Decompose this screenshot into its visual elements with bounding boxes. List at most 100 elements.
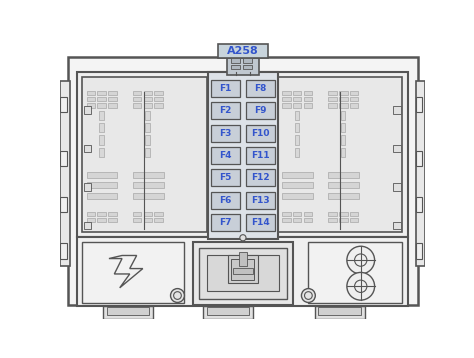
Bar	[133, 212, 141, 216]
Bar	[207, 307, 249, 315]
Bar	[328, 218, 337, 222]
Bar	[339, 212, 347, 216]
Bar	[97, 97, 106, 101]
Bar	[210, 192, 240, 208]
Bar	[87, 103, 95, 108]
Bar	[416, 197, 422, 212]
Circle shape	[301, 289, 315, 303]
Text: A258: A258	[227, 47, 259, 57]
Bar	[341, 123, 346, 132]
Bar	[199, 248, 287, 299]
Bar	[97, 212, 106, 216]
Bar	[339, 218, 347, 222]
Bar	[83, 106, 91, 114]
Bar	[304, 97, 312, 101]
Bar	[315, 306, 365, 319]
Bar	[416, 97, 422, 112]
Bar	[341, 148, 346, 157]
Bar	[246, 169, 275, 186]
Bar	[219, 44, 267, 58]
Bar	[68, 57, 418, 305]
Bar	[246, 80, 275, 97]
Bar	[144, 218, 152, 222]
Bar	[246, 147, 275, 164]
Bar	[145, 148, 150, 157]
Text: F6: F6	[219, 195, 231, 204]
Bar	[239, 252, 247, 266]
Bar	[339, 97, 347, 101]
Bar	[61, 97, 66, 112]
Bar	[82, 77, 207, 232]
Bar	[210, 214, 240, 231]
Bar	[282, 218, 291, 222]
Circle shape	[347, 272, 374, 300]
Bar	[108, 218, 117, 222]
Bar	[350, 218, 358, 222]
Bar	[210, 169, 240, 186]
Bar	[328, 103, 337, 108]
Bar	[210, 102, 240, 119]
Bar	[61, 197, 66, 212]
Bar	[231, 64, 240, 69]
Bar	[87, 193, 118, 199]
Bar	[97, 103, 106, 108]
Bar	[328, 97, 337, 101]
Bar	[328, 182, 359, 189]
Bar	[294, 148, 299, 157]
Bar	[243, 64, 252, 69]
Bar	[77, 237, 409, 306]
Bar	[97, 218, 106, 222]
Bar	[203, 306, 253, 319]
Bar	[208, 72, 278, 238]
Bar	[87, 218, 95, 222]
Bar	[393, 106, 401, 114]
Bar	[231, 58, 240, 63]
Bar	[304, 218, 312, 222]
Text: F5: F5	[219, 173, 231, 182]
Bar	[246, 125, 275, 141]
Bar	[416, 82, 425, 266]
Bar	[416, 151, 422, 166]
Bar	[99, 148, 103, 157]
Bar	[155, 103, 163, 108]
Bar	[108, 97, 117, 101]
Bar	[133, 218, 141, 222]
Bar	[293, 91, 301, 95]
Text: F4: F4	[219, 151, 231, 160]
Bar	[108, 212, 117, 216]
Bar	[246, 192, 275, 208]
Text: F10: F10	[251, 129, 270, 137]
Bar	[293, 212, 301, 216]
Bar	[210, 80, 240, 97]
Bar	[103, 306, 153, 319]
Bar	[99, 111, 103, 120]
Bar	[144, 212, 152, 216]
Bar	[133, 193, 164, 199]
Bar	[144, 103, 152, 108]
Bar	[144, 91, 152, 95]
Bar	[282, 171, 313, 178]
Bar	[133, 97, 141, 101]
Bar	[309, 242, 402, 303]
Bar	[227, 58, 259, 75]
Circle shape	[347, 246, 374, 274]
Bar	[87, 97, 95, 101]
Bar	[133, 182, 164, 189]
Bar	[282, 97, 291, 101]
Text: F3: F3	[219, 129, 231, 137]
Bar	[133, 171, 164, 178]
Bar	[77, 72, 409, 237]
Bar	[341, 135, 346, 145]
Bar	[99, 135, 103, 145]
Bar	[144, 97, 152, 101]
Bar	[339, 91, 347, 95]
Bar	[133, 103, 141, 108]
Bar	[282, 91, 291, 95]
Bar	[97, 91, 106, 95]
Bar	[304, 103, 312, 108]
Bar	[246, 214, 275, 231]
Bar	[155, 97, 163, 101]
Bar	[393, 183, 401, 191]
Bar	[294, 123, 299, 132]
Bar	[87, 212, 95, 216]
